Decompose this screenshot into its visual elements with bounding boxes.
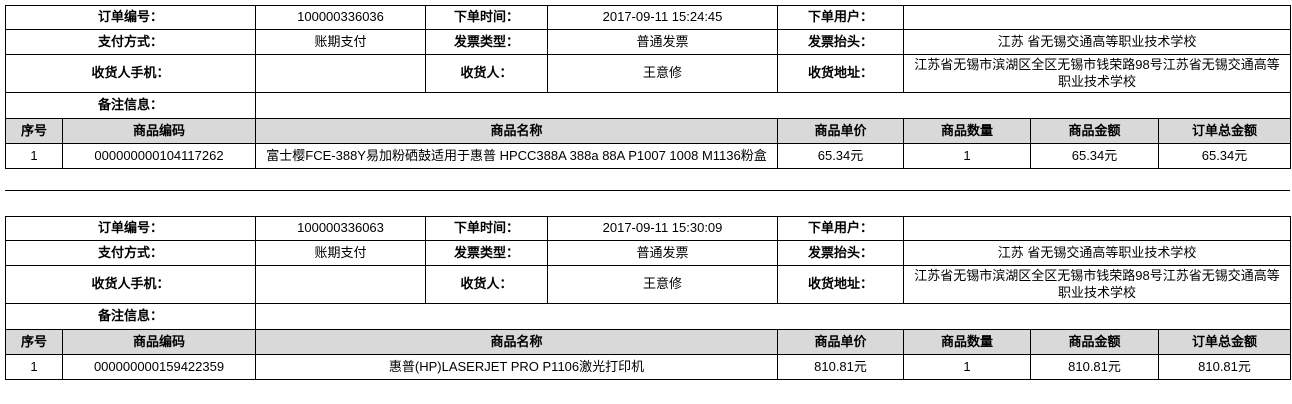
order-info-row: 订单编号： 100000336036 下单时间： 2017-09-11 15:2… (4, 5, 1292, 30)
remark-label: 备注信息： (4, 92, 257, 119)
col-header-qty: 商品数量 (903, 329, 1032, 355)
col-header-unit-price: 商品单价 (777, 118, 905, 144)
remark-label: 备注信息： (4, 303, 257, 330)
invoice-title-label: 发票抬头： (777, 240, 905, 266)
product-qty: 1 (903, 143, 1032, 169)
remark-value (255, 303, 1292, 330)
order-user-value (903, 216, 1292, 241)
receiver-address-label: 收货地址： (777, 54, 905, 93)
col-header-order-total: 订单总金额 (1158, 329, 1292, 355)
product-seq: 1 (5, 354, 63, 380)
pay-method-value: 账期支付 (255, 240, 427, 266)
product-code: 000000000104117262 (61, 143, 257, 169)
col-header-order-total: 订单总金额 (1158, 118, 1292, 144)
product-header-row: 序号 商品编码 商品名称 商品单价 商品数量 商品金额 订单总金额 (5, 329, 1292, 355)
order-user-label: 下单用户： (777, 216, 905, 241)
receiver-address-label: 收货地址： (777, 265, 905, 304)
table-divider (5, 190, 1290, 191)
invoice-type-value: 普通发票 (547, 29, 779, 55)
product-unit-price: 810.81元 (777, 354, 905, 380)
product-row: 1 000000000104117262 富士樱FCE-388Y易加粉硒鼓适用于… (5, 143, 1292, 169)
product-row: 1 000000000159422359 惠普(HP)LASERJET PRO … (5, 354, 1292, 380)
product-amount: 65.34元 (1030, 143, 1160, 169)
product-name: 富士樱FCE-388Y易加粉硒鼓适用于惠普 HPCC388A 388a 88A … (255, 143, 779, 169)
receiver-label: 收货人： (425, 265, 549, 304)
product-code: 000000000159422359 (61, 354, 257, 380)
pay-method-label: 支付方式： (4, 29, 257, 55)
invoice-type-label: 发票类型： (425, 240, 549, 266)
pay-method-label: 支付方式： (4, 240, 257, 266)
order-info-row: 支付方式： 账期支付 发票类型： 普通发票 发票抬头： 江苏 省无锡交通高等职业… (4, 29, 1292, 55)
product-qty: 1 (903, 354, 1032, 380)
product-order-total: 65.34元 (1158, 143, 1292, 169)
order-table-2: 订单编号： 100000336063 下单时间： 2017-09-11 15:3… (4, 216, 1292, 380)
product-name: 惠普(HP)LASERJET PRO P1106激光打印机 (255, 354, 779, 380)
col-header-amount: 商品金额 (1030, 118, 1160, 144)
col-header-name: 商品名称 (255, 329, 779, 355)
order-info-row: 支付方式： 账期支付 发票类型： 普通发票 发票抬头： 江苏 省无锡交通高等职业… (4, 240, 1292, 266)
invoice-title-label: 发票抬头： (777, 29, 905, 55)
order-no-label: 订单编号： (4, 5, 257, 30)
col-header-amount: 商品金额 (1030, 329, 1160, 355)
order-table-1: 订单编号： 100000336036 下单时间： 2017-09-11 15:2… (4, 5, 1292, 169)
product-seq: 1 (5, 143, 63, 169)
receiver-label: 收货人： (425, 54, 549, 93)
col-header-name: 商品名称 (255, 118, 779, 144)
order-time-value: 2017-09-11 15:30:09 (547, 216, 779, 241)
order-info-row: 收货人手机： 收货人： 王意修 收货地址： 江苏省无锡市滨湖区全区无锡市钱荣路9… (4, 54, 1292, 93)
order-info-row: 订单编号： 100000336063 下单时间： 2017-09-11 15:3… (4, 216, 1292, 241)
order-user-value (903, 5, 1292, 30)
receiver-value: 王意修 (547, 265, 779, 304)
col-header-seq: 序号 (5, 329, 63, 355)
col-header-code: 商品编码 (61, 329, 257, 355)
product-amount: 810.81元 (1030, 354, 1160, 380)
receiver-phone-value (255, 54, 427, 93)
invoice-title-value: 江苏 省无锡交通高等职业技术学校 (903, 29, 1292, 55)
receiver-value: 王意修 (547, 54, 779, 93)
receiver-address-value: 江苏省无锡市滨湖区全区无锡市钱荣路98号江苏省无锡交通高等职业技术学校 (903, 54, 1292, 93)
pay-method-value: 账期支付 (255, 29, 427, 55)
product-unit-price: 65.34元 (777, 143, 905, 169)
col-header-unit-price: 商品单价 (777, 329, 905, 355)
order-remark-row: 备注信息： (4, 303, 1292, 330)
order-time-label: 下单时间： (425, 5, 549, 30)
receiver-phone-label: 收货人手机： (4, 265, 257, 304)
order-remark-row: 备注信息： (4, 92, 1292, 119)
order-time-value: 2017-09-11 15:24:45 (547, 5, 779, 30)
order-no-value: 100000336036 (255, 5, 427, 30)
product-order-total: 810.81元 (1158, 354, 1292, 380)
remark-value (255, 92, 1292, 119)
product-header-row: 序号 商品编码 商品名称 商品单价 商品数量 商品金额 订单总金额 (5, 118, 1292, 144)
order-info-row: 收货人手机： 收货人： 王意修 收货地址： 江苏省无锡市滨湖区全区无锡市钱荣路9… (4, 265, 1292, 304)
order-user-label: 下单用户： (777, 5, 905, 30)
col-header-qty: 商品数量 (903, 118, 1032, 144)
col-header-seq: 序号 (5, 118, 63, 144)
col-header-code: 商品编码 (61, 118, 257, 144)
receiver-address-value: 江苏省无锡市滨湖区全区无锡市钱荣路98号江苏省无锡交通高等职业技术学校 (903, 265, 1292, 304)
receiver-phone-label: 收货人手机： (4, 54, 257, 93)
order-no-label: 订单编号： (4, 216, 257, 241)
receiver-phone-value (255, 265, 427, 304)
invoice-title-value: 江苏 省无锡交通高等职业技术学校 (903, 240, 1292, 266)
invoice-type-label: 发票类型： (425, 29, 549, 55)
order-no-value: 100000336063 (255, 216, 427, 241)
order-time-label: 下单时间： (425, 216, 549, 241)
invoice-type-value: 普通发票 (547, 240, 779, 266)
